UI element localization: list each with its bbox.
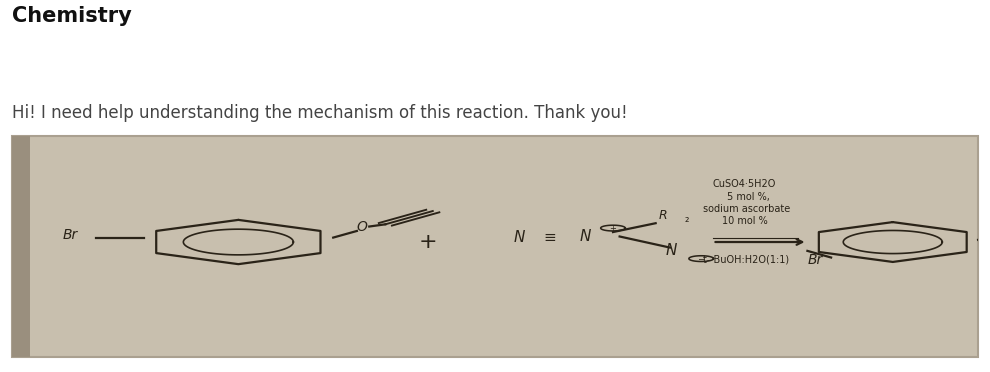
Text: +: + (610, 224, 617, 232)
Bar (12, 136, 978, 357)
Text: t- BuOH:H2O(1:1): t- BuOH:H2O(1:1) (703, 255, 789, 265)
Text: 5 mol %,: 5 mol %, (727, 192, 769, 202)
Bar (12, 136, 30, 357)
Text: −: − (697, 254, 705, 263)
Text: R: R (658, 209, 667, 222)
Text: ₂: ₂ (684, 214, 689, 224)
Text: +: + (419, 232, 438, 252)
Text: sodium ascorbate: sodium ascorbate (703, 204, 790, 214)
Text: 10 mol %: 10 mol % (722, 216, 768, 226)
Text: Chemistry: Chemistry (12, 6, 132, 26)
Text: Hi! I need help understanding the mechanism of this reaction. Thank you!: Hi! I need help understanding the mechan… (12, 104, 628, 122)
Text: N: N (514, 230, 525, 245)
Text: ≡: ≡ (544, 230, 556, 245)
Text: N: N (665, 243, 676, 259)
Text: O: O (356, 219, 367, 234)
Text: Br: Br (808, 253, 823, 267)
Text: CuSO4·5H2O: CuSO4·5H2O (713, 179, 776, 189)
Text: N: N (580, 229, 591, 244)
Text: Br: Br (63, 228, 78, 243)
